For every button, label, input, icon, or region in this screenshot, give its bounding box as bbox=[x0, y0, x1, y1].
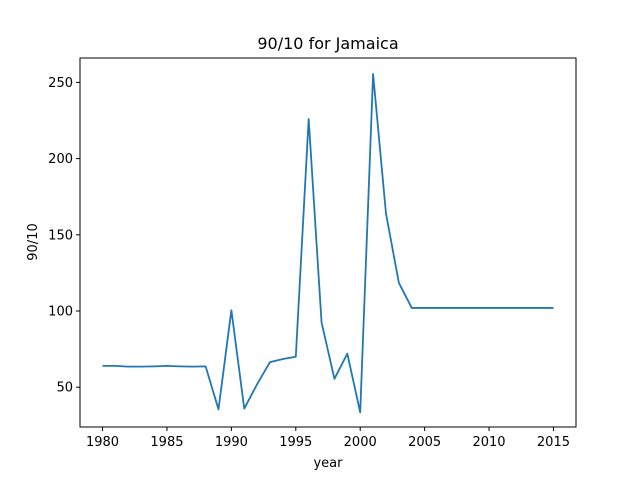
y-axis-label: 90/10 bbox=[26, 223, 41, 260]
x-tick-label: 1980 bbox=[86, 435, 119, 450]
y-tick-label: 200 bbox=[48, 152, 73, 167]
y-tick-label: 50 bbox=[56, 381, 73, 396]
plot-frame bbox=[79, 57, 577, 428]
series-line bbox=[102, 73, 554, 414]
plot-area bbox=[102, 73, 554, 414]
x-tick-label: 2010 bbox=[472, 435, 505, 450]
x-tick-label: 2005 bbox=[408, 435, 441, 450]
x-tick-label: 1990 bbox=[215, 435, 248, 450]
chart-title: 90/10 for Jamaica bbox=[257, 34, 398, 53]
x-tick-label: 1985 bbox=[150, 435, 183, 450]
y-tick-label: 150 bbox=[48, 228, 73, 243]
y-tick-label: 100 bbox=[48, 305, 73, 320]
x-axis: 1980 1985 1990 1995 2000 2005 2010 2015 bbox=[86, 427, 570, 450]
x-tick-label: 1995 bbox=[279, 435, 312, 450]
x-tick-label: 2000 bbox=[344, 435, 377, 450]
y-axis: 50 100 150 200 250 bbox=[48, 76, 80, 396]
x-tick-label: 2015 bbox=[537, 435, 570, 450]
y-tick-label: 250 bbox=[48, 76, 73, 91]
x-axis-label: year bbox=[313, 456, 343, 471]
